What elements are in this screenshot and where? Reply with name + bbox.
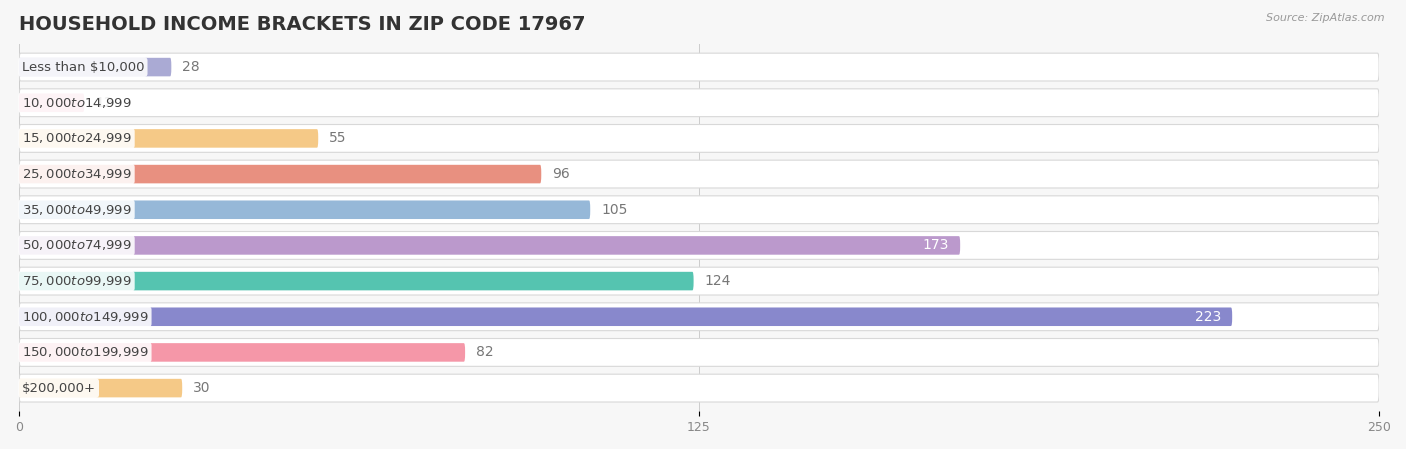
Text: 223: 223 xyxy=(1195,310,1222,324)
Text: $35,000 to $49,999: $35,000 to $49,999 xyxy=(21,203,131,217)
Text: 105: 105 xyxy=(602,203,627,217)
Text: 28: 28 xyxy=(183,60,200,74)
FancyBboxPatch shape xyxy=(20,89,1379,117)
FancyBboxPatch shape xyxy=(20,379,183,397)
Text: $15,000 to $24,999: $15,000 to $24,999 xyxy=(21,132,131,145)
Text: 96: 96 xyxy=(553,167,569,181)
Text: 173: 173 xyxy=(922,238,949,252)
FancyBboxPatch shape xyxy=(20,339,1379,366)
FancyBboxPatch shape xyxy=(20,303,1379,330)
FancyBboxPatch shape xyxy=(20,160,1379,188)
FancyBboxPatch shape xyxy=(20,129,318,148)
FancyBboxPatch shape xyxy=(20,124,1379,152)
FancyBboxPatch shape xyxy=(20,267,1379,295)
FancyBboxPatch shape xyxy=(20,58,172,76)
FancyBboxPatch shape xyxy=(20,196,1379,224)
FancyBboxPatch shape xyxy=(20,165,541,183)
Text: $75,000 to $99,999: $75,000 to $99,999 xyxy=(21,274,131,288)
Text: $100,000 to $149,999: $100,000 to $149,999 xyxy=(21,310,148,324)
Text: $50,000 to $74,999: $50,000 to $74,999 xyxy=(21,238,131,252)
Text: 82: 82 xyxy=(477,345,494,359)
FancyBboxPatch shape xyxy=(20,308,1232,326)
Text: 30: 30 xyxy=(193,381,211,395)
FancyBboxPatch shape xyxy=(20,236,960,255)
Text: 12: 12 xyxy=(96,96,112,110)
Text: $10,000 to $14,999: $10,000 to $14,999 xyxy=(21,96,131,110)
Text: $150,000 to $199,999: $150,000 to $199,999 xyxy=(21,345,148,359)
FancyBboxPatch shape xyxy=(20,343,465,362)
Text: Source: ZipAtlas.com: Source: ZipAtlas.com xyxy=(1267,13,1385,23)
FancyBboxPatch shape xyxy=(20,53,1379,81)
FancyBboxPatch shape xyxy=(20,200,591,219)
FancyBboxPatch shape xyxy=(20,272,693,291)
Text: HOUSEHOLD INCOME BRACKETS IN ZIP CODE 17967: HOUSEHOLD INCOME BRACKETS IN ZIP CODE 17… xyxy=(20,15,585,34)
Text: 124: 124 xyxy=(704,274,731,288)
Text: $25,000 to $34,999: $25,000 to $34,999 xyxy=(21,167,131,181)
FancyBboxPatch shape xyxy=(20,374,1379,402)
Text: $200,000+: $200,000+ xyxy=(21,382,96,395)
FancyBboxPatch shape xyxy=(20,93,84,112)
Text: 55: 55 xyxy=(329,132,347,145)
Text: Less than $10,000: Less than $10,000 xyxy=(21,61,145,74)
FancyBboxPatch shape xyxy=(20,232,1379,260)
